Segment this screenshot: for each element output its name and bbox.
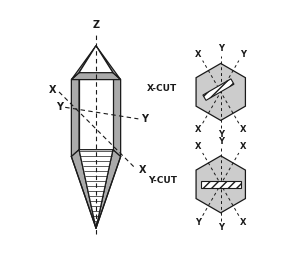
Text: X: X	[195, 125, 202, 134]
Text: Y: Y	[218, 137, 224, 146]
Text: X: X	[195, 142, 202, 151]
Text: Y: Y	[141, 114, 148, 124]
Polygon shape	[196, 63, 245, 120]
Text: X: X	[138, 165, 146, 175]
Polygon shape	[113, 73, 121, 157]
Polygon shape	[196, 156, 245, 213]
Polygon shape	[96, 150, 121, 228]
Text: Y: Y	[56, 102, 63, 112]
Text: X: X	[49, 85, 57, 95]
Polygon shape	[96, 46, 121, 80]
Text: Z: Z	[92, 20, 100, 30]
Polygon shape	[71, 73, 79, 157]
Text: Y: Y	[196, 218, 202, 227]
Text: X: X	[195, 50, 202, 58]
Polygon shape	[71, 46, 96, 80]
Text: Y-CUT: Y-CUT	[148, 176, 177, 185]
Text: Y: Y	[218, 223, 224, 232]
Text: X-CUT: X-CUT	[147, 84, 177, 92]
Polygon shape	[203, 79, 234, 100]
Text: X: X	[240, 218, 247, 227]
Text: Y: Y	[218, 131, 224, 140]
Text: X: X	[240, 142, 247, 151]
Polygon shape	[79, 73, 113, 150]
Polygon shape	[71, 150, 96, 228]
Text: X: X	[240, 125, 247, 134]
Polygon shape	[79, 46, 113, 73]
Polygon shape	[71, 46, 121, 80]
Text: Y: Y	[218, 44, 224, 53]
Text: Y: Y	[240, 50, 246, 58]
Polygon shape	[201, 181, 241, 188]
Polygon shape	[79, 150, 113, 228]
